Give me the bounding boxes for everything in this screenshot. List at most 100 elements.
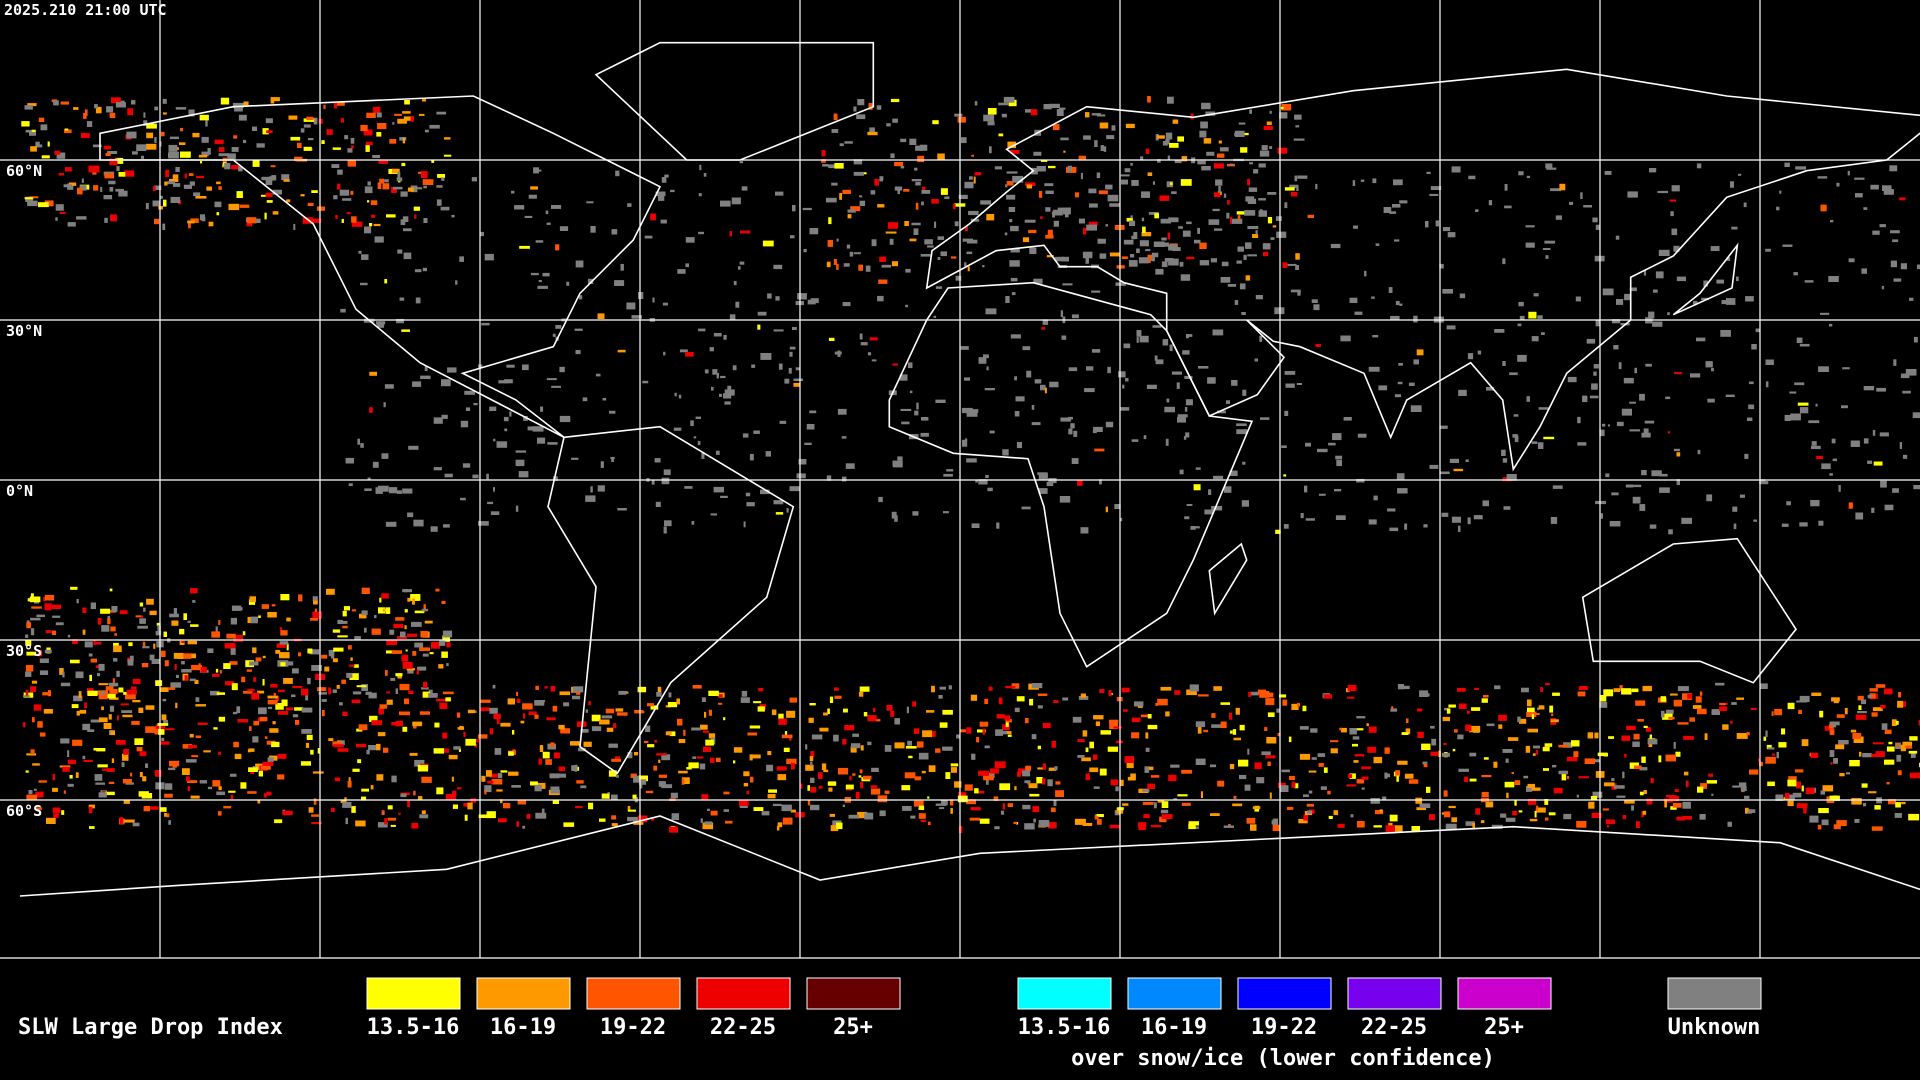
cloud-pixel bbox=[191, 664, 202, 671]
cloud-pixel bbox=[139, 751, 147, 757]
cloud-pixel bbox=[283, 179, 290, 182]
cloud-pixel bbox=[1602, 288, 1614, 296]
cloud-pixel bbox=[146, 598, 154, 605]
cloud-pixel bbox=[1137, 705, 1143, 708]
cloud-pixel bbox=[921, 417, 929, 421]
latitude-label: 30°S bbox=[6, 642, 42, 660]
cloud-pixel bbox=[200, 161, 203, 164]
cloud-pixel bbox=[894, 718, 900, 725]
cloud-pixel bbox=[386, 699, 393, 705]
cloud-pixel bbox=[171, 620, 179, 626]
cloud-pixel bbox=[1029, 793, 1040, 797]
cloud-pixel bbox=[113, 645, 122, 653]
cloud-pixel bbox=[1284, 410, 1289, 416]
cloud-pixel bbox=[682, 777, 690, 784]
cloud-pixel bbox=[321, 699, 327, 702]
cloud-pixel bbox=[1611, 319, 1621, 324]
cloud-pixel bbox=[167, 181, 176, 185]
coastline bbox=[1208, 542, 1248, 616]
cloud-pixel bbox=[552, 800, 559, 804]
cloud-pixel bbox=[365, 141, 373, 146]
cloud-pixel bbox=[114, 633, 117, 636]
cloud-pixel bbox=[1444, 707, 1450, 711]
cloud-pixel bbox=[1550, 517, 1558, 524]
cloud-pixel bbox=[601, 793, 610, 799]
cloud-pixel bbox=[545, 759, 552, 765]
cloud-pixel bbox=[1105, 421, 1114, 428]
cloud-pixel bbox=[1155, 268, 1164, 275]
cloud-pixel bbox=[1647, 738, 1658, 745]
cloud-pixel bbox=[1038, 472, 1048, 480]
cloud-pixel bbox=[669, 731, 676, 737]
cloud-pixel bbox=[828, 217, 832, 225]
cloud-pixel bbox=[424, 620, 433, 624]
cloud-pixel bbox=[1738, 782, 1747, 788]
cloud-pixel bbox=[271, 741, 280, 748]
cloud-pixel bbox=[335, 215, 338, 219]
cloud-pixel bbox=[163, 631, 167, 637]
cloud-pixel bbox=[535, 685, 539, 690]
cloud-pixel bbox=[1049, 103, 1060, 108]
cloud-pixel bbox=[486, 473, 489, 480]
cloud-pixel bbox=[775, 191, 784, 196]
cloud-pixel bbox=[890, 98, 900, 103]
cloud-pixel bbox=[927, 796, 930, 799]
cloud-pixel bbox=[155, 631, 162, 636]
cloud-pixel bbox=[46, 817, 56, 824]
cloud-pixel bbox=[230, 648, 236, 655]
cloud-pixel bbox=[775, 296, 780, 301]
cloud-pixel bbox=[251, 692, 260, 700]
cloud-pixel bbox=[408, 690, 414, 694]
cloud-pixel bbox=[1212, 208, 1220, 212]
cloud-pixel bbox=[1004, 715, 1010, 721]
cloud-pixel bbox=[574, 328, 583, 331]
cloud-pixel bbox=[307, 138, 314, 141]
cloud-pixel bbox=[395, 673, 403, 677]
cloud-pixel bbox=[757, 311, 767, 316]
cloud-pixel bbox=[881, 264, 892, 268]
cloud-pixel bbox=[590, 226, 596, 233]
cloud-pixel bbox=[396, 177, 403, 182]
cloud-pixel bbox=[236, 191, 243, 198]
cloud-pixel bbox=[1896, 754, 1902, 762]
cloud-pixel bbox=[1368, 519, 1377, 525]
cloud-pixel bbox=[1014, 786, 1017, 791]
cloud-pixel bbox=[1242, 461, 1246, 465]
cloud-pixel bbox=[1200, 121, 1208, 129]
cloud-pixel bbox=[1173, 798, 1178, 801]
cloud-pixel bbox=[1517, 716, 1521, 723]
cloud-pixel bbox=[1621, 688, 1632, 695]
cloud-pixel bbox=[657, 686, 662, 693]
cloud-pixel bbox=[254, 218, 261, 223]
cloud-pixel bbox=[355, 743, 367, 748]
cloud-pixel bbox=[80, 133, 90, 138]
cloud-pixel bbox=[516, 821, 520, 827]
cloud-pixel bbox=[1151, 256, 1155, 262]
cloud-pixel bbox=[905, 268, 911, 273]
cloud-pixel bbox=[742, 433, 749, 438]
cloud-pixel bbox=[109, 158, 118, 166]
cloud-pixel bbox=[850, 206, 861, 212]
cloud-pixel bbox=[428, 693, 438, 698]
cloud-pixel bbox=[1267, 761, 1271, 766]
cloud-pixel bbox=[1829, 729, 1835, 735]
cloud-pixel bbox=[1726, 298, 1736, 305]
cloud-pixel bbox=[1545, 163, 1553, 169]
cloud-pixel bbox=[321, 654, 328, 659]
cloud-pixel bbox=[1234, 300, 1239, 305]
cloud-pixel bbox=[1334, 489, 1342, 492]
cloud-pixel bbox=[853, 159, 863, 165]
cloud-pixel bbox=[789, 486, 800, 492]
cloud-pixel bbox=[361, 796, 367, 801]
cloud-pixel bbox=[130, 772, 133, 777]
cloud-pixel bbox=[1599, 429, 1605, 437]
cloud-pixel bbox=[1863, 803, 1867, 807]
cloud-pixel bbox=[1318, 493, 1326, 496]
cloud-pixel bbox=[985, 474, 989, 478]
cloud-pixel bbox=[101, 690, 105, 695]
cloud-pixel bbox=[131, 686, 137, 690]
cloud-pixel bbox=[366, 112, 376, 118]
cloud-pixel bbox=[986, 778, 989, 785]
cloud-pixel bbox=[360, 443, 364, 448]
cloud-pixel bbox=[277, 753, 287, 759]
